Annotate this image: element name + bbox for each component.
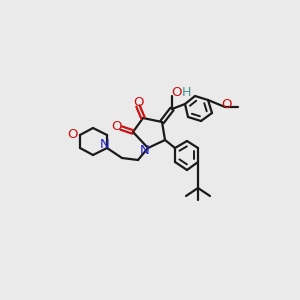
Text: O: O: [172, 86, 182, 100]
Text: N: N: [140, 143, 150, 157]
Text: O: O: [134, 95, 144, 109]
Text: N: N: [100, 139, 110, 152]
Text: H: H: [181, 86, 191, 100]
Text: O: O: [221, 98, 231, 110]
Text: O: O: [111, 121, 121, 134]
Text: O: O: [68, 128, 78, 142]
